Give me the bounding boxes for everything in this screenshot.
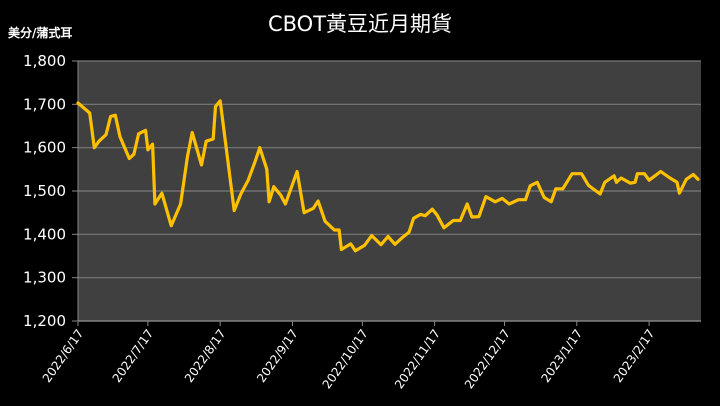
chart-title: CBOT黃豆近月期貨 [267,12,453,36]
y-tick-label: 1,300 [23,269,66,287]
y-tick-label: 1,700 [23,95,66,113]
x-tick-label: 2022/9/17 [254,327,301,385]
x-tick-label: 2022/6/17 [40,327,87,385]
series-line [76,99,700,253]
x-tick-label: 2022/12/17 [462,327,513,392]
x-tick-label: 2022/8/17 [182,327,229,385]
y-tick-label: 1,500 [23,182,66,200]
x-tick-label: 2023/2/17 [611,327,658,385]
y-axis-label: 美分/蒲式耳 [8,26,73,40]
x-tick-label: 2022/7/17 [110,327,157,385]
y-tick-label: 1,200 [23,312,66,330]
y-tick-label: 1,400 [23,225,66,243]
x-tick-label: 2023/1/17 [538,327,585,385]
y-tick-label: 1,800 [23,52,66,70]
x-tick-label: 2022/10/17 [320,327,371,392]
y-tick-label: 1,600 [23,139,66,157]
x-tick-label: 2022/11/17 [392,327,443,392]
